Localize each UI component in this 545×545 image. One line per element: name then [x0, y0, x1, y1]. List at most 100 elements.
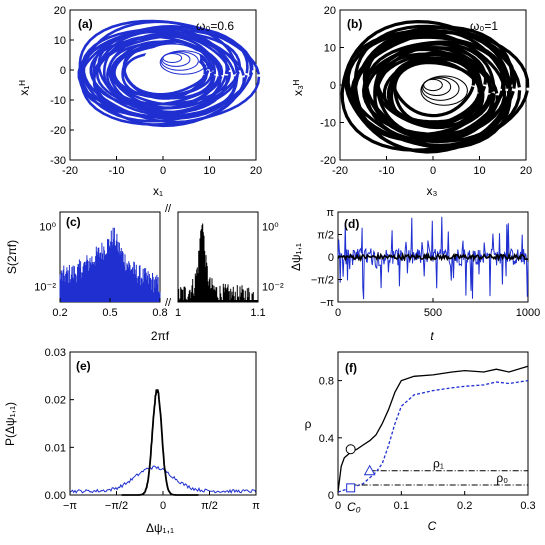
- panel-f-ytick-label: 0: [328, 490, 334, 502]
- panel-c-xtick-label: 1.1: [250, 307, 265, 319]
- panel-f-xtick-label: 0.2: [457, 500, 472, 512]
- panel-e-ytick-label: 0.01: [45, 442, 66, 454]
- panel-f-xtick-label: 0: [335, 500, 341, 512]
- panel-d-ytick-label: 0: [328, 252, 334, 264]
- attractor-inner-loop: [420, 75, 468, 106]
- panel-b-xtick-label: -20: [332, 165, 348, 177]
- attractor-inner-loop: [161, 52, 191, 67]
- panel-f-xlabel: C: [428, 519, 437, 533]
- panel-d-ytick-label: −π: [320, 297, 334, 309]
- panel-f-ytick-label: 0.8: [319, 376, 334, 388]
- panel-c-ytick-left: 10⁻²: [34, 281, 56, 293]
- panel-c-ylabel: S(2πf): [5, 240, 19, 274]
- panel-b-xtick-label: -10: [379, 165, 395, 177]
- attractor-center-gap: [144, 44, 201, 72]
- panel-a-xtick-label: -20: [62, 165, 78, 177]
- attractor-trajectory: [353, 24, 530, 154]
- panel-b-xtick-label: 20: [520, 165, 532, 177]
- panel-c-xtick-label: 0.2: [52, 307, 67, 319]
- panel-f-ylabel: ρ: [305, 417, 312, 431]
- panel-a-ylabel: x₁ᴴ: [17, 80, 31, 95]
- panel-b-xtick-label: 10: [473, 165, 485, 177]
- panel-f-frame: [337, 351, 529, 496]
- panel-a-ytick-label: 0: [60, 65, 66, 77]
- panel-b-xtick-label: 0: [430, 165, 436, 177]
- panel-a-annotation: ω₀=0.6: [196, 19, 234, 33]
- panel-a-ytick-label: -10: [50, 95, 66, 107]
- panel-e-ytick-label: 0.02: [45, 395, 66, 407]
- panel-e-xtick-label: π: [252, 500, 260, 512]
- phase-series-blue: [337, 216, 529, 300]
- panel-d-ytick-label: π: [326, 207, 334, 219]
- panel-b-ytick-label: 10: [324, 43, 336, 55]
- phase-series-black: [337, 251, 529, 263]
- panel-e-xtick-label: 0: [160, 500, 166, 512]
- panel-a-ytick-label: 10: [54, 35, 66, 47]
- spectrum-segment-2: [177, 223, 259, 302]
- distribution-black: [121, 389, 199, 496]
- panel-c-ytick-right: 10⁻²: [262, 281, 284, 293]
- panel-a-ytick-label: -20: [50, 125, 66, 137]
- panel-e-xtick-label: −π/2: [105, 500, 128, 512]
- panel-b: -20 -10 0 10 20 -20 -10 0 10 20 (b) ω₀=1 x₃ x₃ᴴ: [291, 5, 532, 198]
- attractor-inner-loop: [160, 51, 199, 71]
- panel-f: ρ₁ ρ₀ C₀ 0 0.1 0.2 0.3 0 0.4 0.8 (f) C ρ: [305, 351, 536, 533]
- panel-f-ytick-label: 0.4: [319, 433, 334, 445]
- panel-e-ylabel: P(Δψ₁,₁): [3, 402, 17, 446]
- panel-d-ylabel: Δψ₁,₁: [289, 243, 303, 271]
- attractor-inner-loop: [159, 50, 208, 75]
- panel-c-label: (c): [66, 215, 81, 229]
- panel-f-label: (f): [345, 361, 357, 375]
- panel-e-ytick-label: 0.03: [45, 347, 66, 359]
- panel-c-ytick-left: 10⁰: [39, 221, 56, 233]
- panel-a-xtick-label: 10: [203, 165, 215, 177]
- panel-c-xtick-label: 0.8: [152, 307, 167, 319]
- panel-e-xlabel: Δψ₁,₁: [146, 521, 174, 535]
- panel-b-label: (b): [347, 17, 362, 31]
- panel-c-frame-right: [177, 211, 259, 303]
- panel-b-ytick-label: -10: [320, 118, 336, 130]
- panel-e-label: (e): [76, 359, 91, 373]
- panel-b-xlabel: x₃: [427, 184, 438, 198]
- panel-c-ytick-right: 10⁰: [262, 221, 279, 233]
- panel-b-ylabel: x₃ᴴ: [291, 80, 305, 96]
- panel-a-xtick-label: -10: [109, 165, 125, 177]
- panel-a-label: (a): [78, 17, 93, 31]
- panel-e-ytick-label: 0.00: [45, 490, 66, 502]
- hline-label-rho1: ρ₁: [433, 457, 444, 471]
- panel-d-xtick-label: 1000: [516, 307, 540, 319]
- spectrum-segment-1: [59, 227, 161, 302]
- attractor-inner-loop: [422, 77, 452, 96]
- rho-series-blue: [337, 379, 529, 493]
- panel-d-xtick-label: 0: [335, 307, 341, 319]
- panel-a-xtick-label: 0: [160, 165, 166, 177]
- attractor-trajectory: [80, 20, 261, 126]
- attractor-center-gap: [405, 68, 461, 102]
- panel-b-ytick-label: 20: [324, 5, 336, 17]
- rho-series-black: [337, 365, 529, 493]
- panel-c-xlabel: 2πf: [151, 329, 170, 343]
- panel-c-axis-break: //: [165, 203, 172, 215]
- panel-b-annotation: ω₀=1: [470, 19, 498, 33]
- attractor-trajectory: [103, 35, 223, 106]
- panel-f-xtick-label: 0.3: [520, 500, 535, 512]
- marker-triangle: [363, 464, 376, 476]
- panel-d-ytick-label: π/2: [317, 230, 334, 242]
- panel-c-xtick-label: 1: [175, 307, 181, 319]
- panel-c-axis-break: //: [165, 297, 172, 309]
- panel-e-frame: [69, 351, 257, 496]
- panel-d-xlabel: t: [430, 329, 434, 343]
- panel-d-label: (d): [344, 217, 359, 231]
- panel-a-xlabel: x₁: [153, 184, 163, 198]
- panel-f-xtick-label: 0.1: [394, 500, 409, 512]
- hline-label-rho0: ρ₀: [496, 471, 508, 485]
- panel-a-ytick-label: -30: [50, 155, 66, 167]
- panel-d: ππ/20−π/2−π0 500 1000 (d) t Δψ₁,₁: [289, 207, 540, 343]
- panel-e: −π −π/2 0 π/2 π 0.00 0.01 0.02 0.03 (e) Δψ₁,₁ P(…: [3, 347, 260, 535]
- marker-circle: [345, 444, 356, 455]
- panel-a-ytick-label: 20: [54, 5, 66, 17]
- panel-e-xtick-label: −π: [63, 500, 77, 512]
- panel-e-xtick-label: π/2: [201, 500, 218, 512]
